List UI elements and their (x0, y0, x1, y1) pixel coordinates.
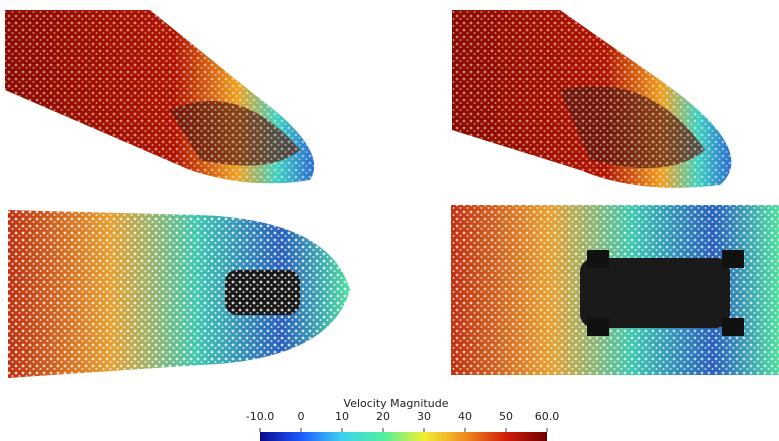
colorbar: Velocity Magnitude -10.0 0 10 20 30 40 50 60.0 (246, 397, 559, 441)
panel-top-right (452, 10, 731, 188)
wheel (722, 250, 744, 268)
colorbar-ramp (260, 432, 547, 441)
texture (8, 210, 350, 378)
tick-label: 10 (335, 410, 349, 423)
wheel (587, 318, 609, 336)
colorbar-title: Velocity Magnitude (344, 397, 449, 410)
page: Velocity Magnitude -10.00102030405060.0 … (0, 0, 779, 441)
panel-top-left (5, 10, 314, 183)
tick-label: 50 (499, 410, 513, 423)
tick-label: -10.0 (246, 410, 274, 423)
wheel (722, 318, 744, 336)
wheel (587, 250, 609, 268)
texture (452, 10, 731, 188)
panel-bottom-right (451, 205, 779, 375)
tick-label: 20 (376, 410, 390, 423)
tick-label: 0 (298, 410, 305, 423)
texture (5, 10, 314, 183)
tick-label: 60.0 (535, 410, 560, 423)
panel-bottom-left (8, 210, 350, 378)
tick-label: 40 (458, 410, 472, 423)
figure: Velocity Magnitude -10.0 0 10 20 30 40 50 60.0 (0, 0, 779, 441)
tick-label: 30 (417, 410, 431, 423)
vehicle (580, 258, 730, 328)
